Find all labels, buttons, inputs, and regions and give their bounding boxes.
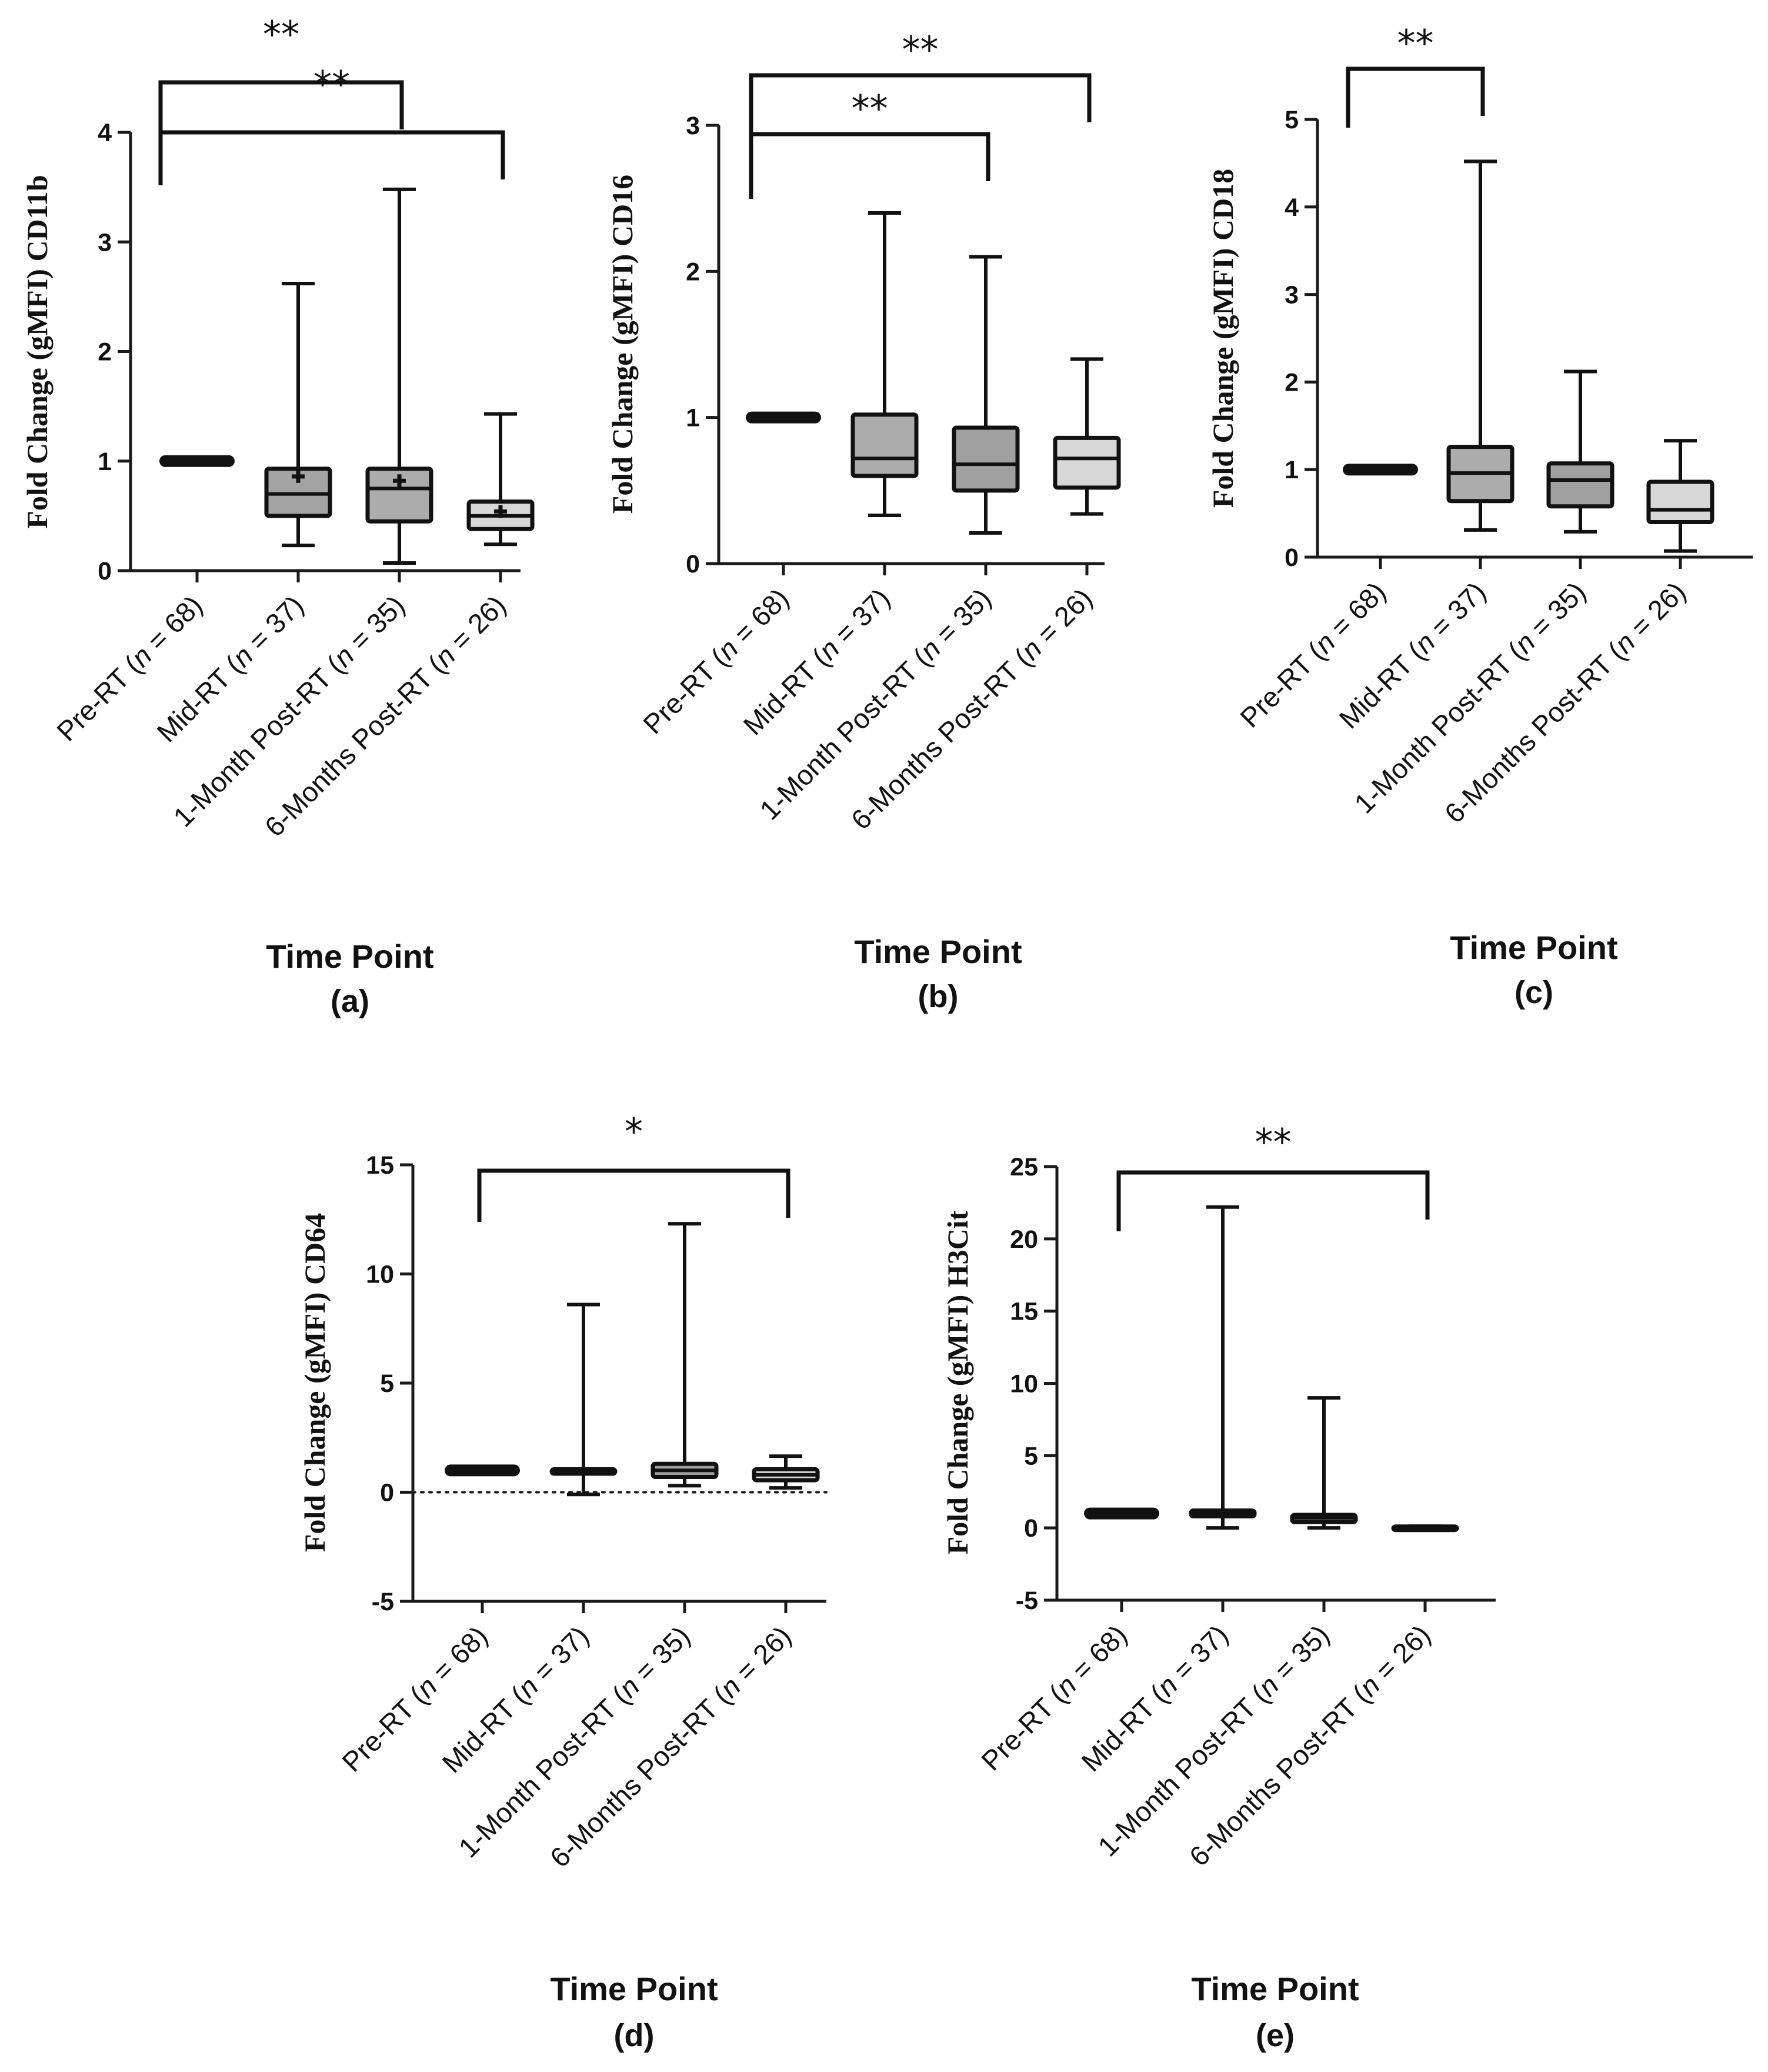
x-axis-title: Time Point	[1191, 1970, 1359, 2007]
y-tick-label: 0	[1285, 544, 1299, 572]
significance-bracket	[749, 132, 990, 199]
y-tick-label: 3	[1285, 281, 1299, 309]
significance-bracket	[1346, 66, 1485, 128]
y-tick-label: 20	[1010, 1225, 1038, 1254]
significance-bracket	[477, 1168, 790, 1222]
y-tick-label: 2	[1285, 368, 1299, 397]
x-axis-title: Time Point	[854, 933, 1022, 970]
panel-label: (b)	[918, 979, 959, 1014]
y-tick-label: 0	[1024, 1514, 1038, 1543]
panel-label: (a)	[331, 984, 369, 1019]
box-3	[1290, 1396, 1358, 1530]
panel-label: (c)	[1515, 975, 1553, 1010]
y-tick-label: -5	[372, 1588, 394, 1616]
y-tick-label: 10	[1010, 1370, 1038, 1398]
box-4	[1053, 357, 1121, 516]
y-axis-title: Fold Change (gMFI) CD64	[298, 1213, 331, 1552]
box-3	[365, 187, 433, 565]
box-iqr	[1546, 461, 1614, 509]
y-tick-label: 1	[98, 448, 112, 476]
box-iqr	[952, 425, 1020, 493]
significance-bracket	[749, 73, 1092, 199]
y-tick-label: 5	[380, 1370, 394, 1398]
box-2	[264, 282, 332, 548]
box-iqr	[850, 412, 919, 478]
significance-stars: **	[852, 87, 888, 130]
y-tick-label: 15	[366, 1151, 394, 1180]
y-tick-label: -5	[1016, 1587, 1038, 1615]
y-tick-label: 10	[366, 1261, 394, 1289]
box-3	[952, 255, 1020, 535]
panel-label: (d)	[614, 2018, 655, 2053]
y-tick-label: 2	[98, 338, 112, 367]
y-tick-label: 0	[380, 1479, 394, 1507]
x-axis-title: Time Point	[550, 1970, 718, 2007]
box-iqr	[1646, 479, 1714, 524]
y-tick-label: 3	[98, 228, 112, 256]
box-iqr	[365, 467, 433, 524]
significance-stars: **	[263, 13, 299, 56]
box-iqr	[1053, 435, 1121, 490]
box-4	[752, 1454, 820, 1490]
significance-stars: **	[1397, 22, 1434, 65]
box-3	[1546, 369, 1614, 534]
x-axis-title: Time Point	[1450, 929, 1617, 966]
significance-bracket	[1116, 1170, 1430, 1231]
y-tick-label: 4	[1285, 194, 1299, 222]
y-tick-label: 2	[686, 258, 700, 286]
y-tick-label: 5	[1285, 106, 1299, 134]
y-tick-label: 1	[1285, 456, 1299, 484]
box-2	[549, 1303, 618, 1497]
y-tick-label: 3	[686, 112, 700, 140]
box-4	[466, 412, 535, 547]
panel-label: (e)	[1256, 2018, 1295, 2053]
y-axis-title: Fold Change (gMFI) CD18	[1206, 169, 1239, 508]
box-3	[651, 1222, 719, 1488]
y-tick-label: 5	[1024, 1442, 1038, 1470]
significance-stars: *	[625, 1110, 643, 1153]
box-2	[1189, 1205, 1257, 1530]
y-tick-label: 4	[98, 119, 112, 147]
box-4	[1646, 439, 1714, 553]
significance-stars: **	[1255, 1121, 1292, 1164]
y-tick-label: 1	[686, 404, 700, 432]
x-axis-title: Time Point	[266, 938, 433, 975]
box-4	[1391, 1524, 1459, 1533]
significance-stars: **	[902, 28, 939, 71]
box-2	[1446, 159, 1515, 532]
significance-stars: **	[313, 63, 350, 106]
significance-bracket	[158, 130, 505, 185]
y-tick-label: 0	[98, 557, 112, 585]
y-axis-title: Fold Change (gMFI) CD16	[606, 175, 639, 514]
y-tick-label: 0	[686, 550, 700, 578]
box-2	[850, 211, 919, 518]
y-tick-label: 25	[1010, 1153, 1038, 1181]
y-tick-label: 15	[1010, 1298, 1038, 1326]
y-axis-title: Fold Change (gMFI) CD11b	[21, 175, 54, 528]
y-axis-title: Fold Change (gMFI) H3Cit	[941, 1210, 974, 1554]
